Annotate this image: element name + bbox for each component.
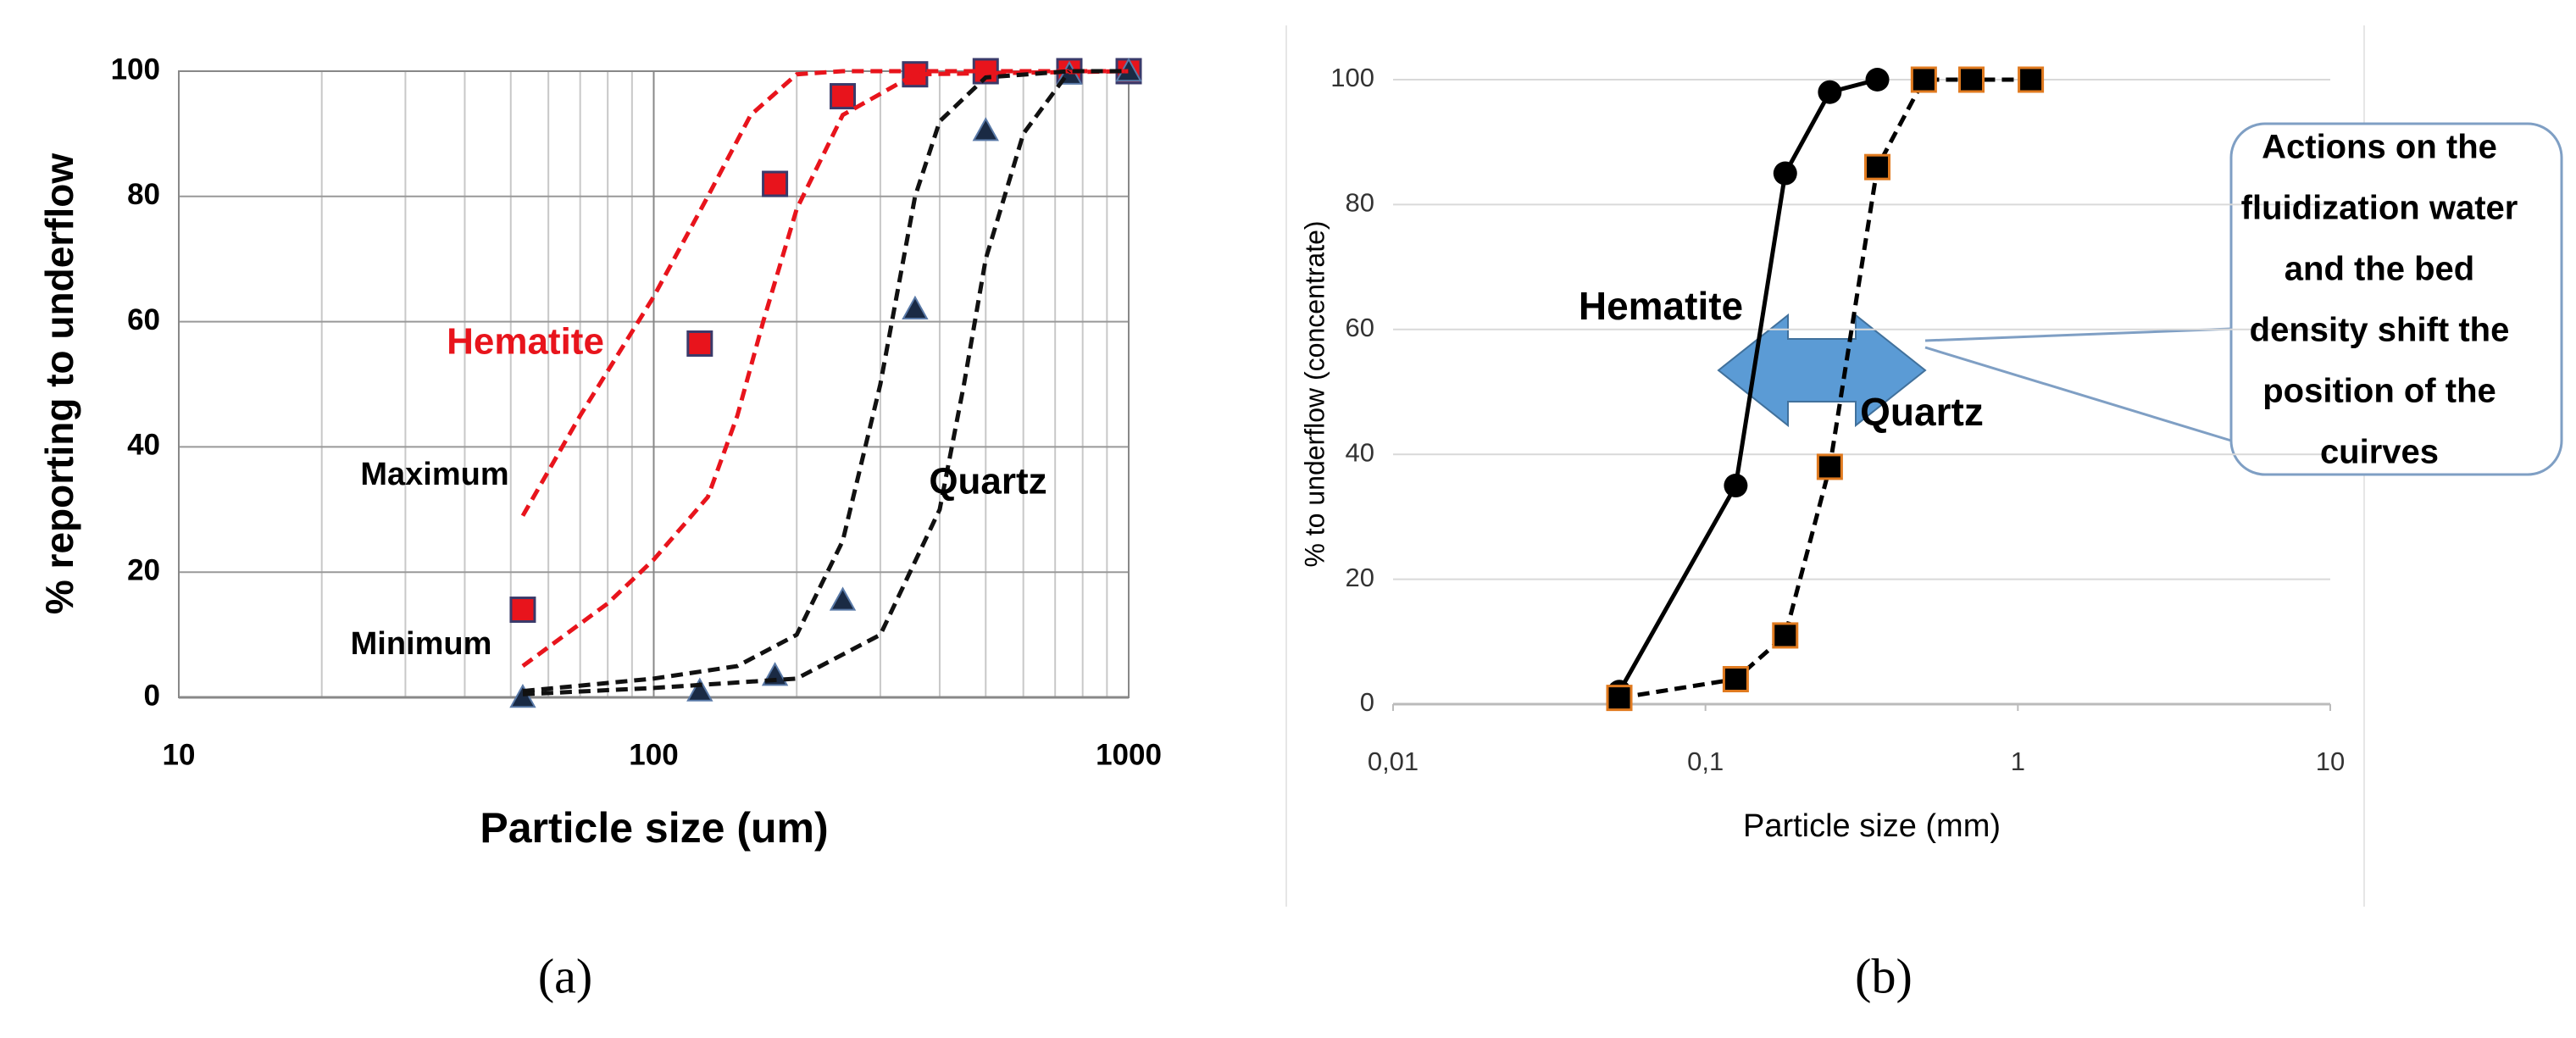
annotation: Hematite [447, 321, 604, 363]
y-tick-label: 40 [1346, 437, 1374, 467]
x-tick-label: 100 [629, 738, 678, 771]
marker [509, 597, 536, 624]
callout-box [2229, 122, 2563, 476]
callout-text: and the bed [2285, 251, 2474, 288]
curve [521, 69, 1130, 669]
marker [2018, 66, 2045, 93]
marker [1722, 666, 1749, 693]
marker [1773, 161, 1797, 186]
curve [522, 69, 1071, 697]
plot-frame [178, 70, 1130, 698]
x-axis-title: Particle size (um) [480, 804, 828, 852]
marker [509, 683, 536, 708]
callout-text: Actions on the [2262, 129, 2497, 166]
y-tick-label: 60 [127, 303, 160, 336]
y-tick-label: 60 [1346, 313, 1374, 342]
x-tick-label: 10 [2316, 747, 2345, 776]
y-tick-label: 100 [1330, 63, 1374, 92]
callout-text: cuirves [2320, 434, 2439, 471]
y-tick-label: 40 [127, 429, 160, 462]
y-tick-label: 20 [127, 553, 160, 586]
marker [1772, 622, 1799, 649]
x-tick-label: 1000 [1096, 738, 1162, 771]
marker [1864, 153, 1891, 180]
marker [972, 117, 999, 142]
x-tick-label: 0,01 [1368, 747, 1418, 776]
y-tick-label: 100 [111, 53, 160, 86]
y-axis-title: % to underflow (concentrate) [1299, 220, 1330, 567]
marker [902, 295, 929, 320]
annotation: Quartz [929, 461, 1046, 502]
callout-text: density shift the [2250, 312, 2510, 349]
marker [1910, 66, 1937, 93]
marker [829, 586, 857, 611]
panel-label: (b) [1855, 948, 1913, 1003]
marker [1957, 66, 1985, 93]
marker [1818, 80, 1842, 104]
marker [1724, 474, 1748, 498]
annotation: Maximum [360, 457, 508, 492]
marker [686, 330, 713, 357]
y-tick-label: 20 [1346, 563, 1374, 592]
annotation: Minimum [351, 626, 492, 662]
annotation: Hematite [1579, 284, 1743, 328]
x-tick-label: 10 [163, 738, 196, 771]
x-axis-title: Particle size (mm) [1743, 808, 2001, 844]
marker [1606, 685, 1633, 712]
x-tick-label: 1 [2011, 747, 2025, 776]
marker [830, 83, 857, 110]
panel-label: (a) [538, 948, 592, 1003]
curve [520, 69, 1129, 517]
y-tick-label: 80 [127, 178, 160, 211]
marker [1865, 68, 1890, 92]
annotation: Quartz [1860, 390, 1984, 434]
shift-arrow [1717, 313, 1927, 428]
x-tick-label: 0,1 [1687, 747, 1724, 776]
marker [762, 170, 789, 197]
y-tick-label: 0 [1360, 687, 1374, 717]
marker [1816, 453, 1843, 480]
curve [1618, 77, 2031, 701]
curve [522, 69, 1129, 694]
callout-text: position of the [2262, 373, 2496, 410]
y-tick-label: 80 [1346, 188, 1374, 218]
marker [686, 677, 713, 702]
y-axis-title: % reporting to underflow [37, 153, 81, 615]
callout-pointer [1924, 327, 2232, 342]
y-tick-label: 0 [144, 679, 160, 712]
callout-pointer [1924, 346, 2232, 442]
callout-text: fluidization water [2241, 190, 2518, 227]
